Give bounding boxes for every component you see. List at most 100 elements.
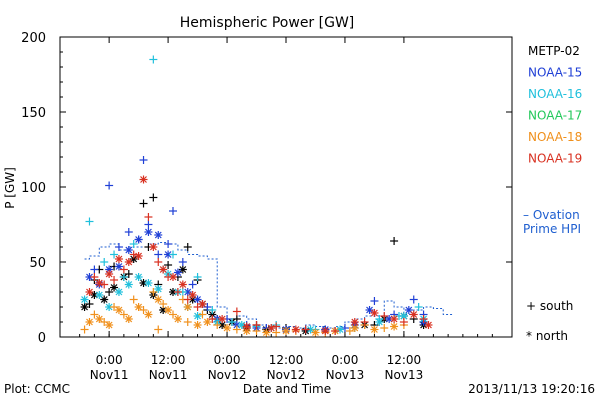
marker-stroke xyxy=(145,228,152,236)
point-noaa-15-south xyxy=(90,265,99,274)
point-noaa-16-north xyxy=(114,288,123,296)
point-noaa-19-south xyxy=(90,273,99,281)
marker-stroke xyxy=(351,318,359,326)
marker-stroke xyxy=(154,285,162,293)
point-noaa-18-north xyxy=(390,322,399,331)
marker-stroke xyxy=(149,243,157,251)
marker-stroke xyxy=(159,266,167,273)
marker-stroke xyxy=(218,315,226,323)
marker-stroke xyxy=(140,279,147,287)
marker-stroke xyxy=(169,288,177,296)
marker-stroke xyxy=(321,327,329,335)
x-tick-label-date: Nov13 xyxy=(385,368,424,382)
y-axis-label: P [GW] xyxy=(3,167,17,209)
point-noaa-18-south xyxy=(119,310,128,319)
point-noaa-19-south xyxy=(331,327,340,335)
point-noaa-18-north xyxy=(85,318,94,326)
point-noaa-19-north xyxy=(409,310,418,319)
point-noaa-19-south xyxy=(173,288,182,296)
plot-area xyxy=(59,36,513,338)
marker-stroke xyxy=(135,252,143,260)
marker-stroke xyxy=(194,321,201,329)
marker-stroke xyxy=(425,321,432,329)
point-noaa-19-north xyxy=(159,265,168,274)
point-noaa-19-south xyxy=(399,318,408,326)
marker-stroke xyxy=(145,311,152,318)
marker-stroke xyxy=(125,258,133,266)
marker-stroke xyxy=(86,288,93,296)
point-noaa-18-south xyxy=(169,310,177,319)
marker-stroke xyxy=(223,324,231,332)
marker-stroke xyxy=(164,306,172,314)
point-noaa-18-north xyxy=(262,328,271,337)
marker-stroke xyxy=(140,176,147,183)
point-noaa-19-north xyxy=(350,318,359,326)
point-noaa-19-north xyxy=(321,327,330,335)
marker-stroke xyxy=(115,288,123,296)
series-legend: METP-02 NOAA-15 NOAA-16 NOAA-17 NOAA-18 NOAA-… xyxy=(528,44,582,166)
y-tick-label: 150 xyxy=(21,106,46,121)
ovation-legend-line1: – Ovation xyxy=(523,208,580,222)
point-noaa-18-north xyxy=(105,321,114,329)
point-noaa-18-north xyxy=(124,315,133,323)
marker-stroke xyxy=(282,327,290,335)
point-metp-02-south xyxy=(183,243,192,251)
legend-item-noaa-18: NOAA-18 xyxy=(528,130,582,144)
point-noaa-19-south xyxy=(183,295,192,304)
marker-stroke xyxy=(292,326,300,333)
marker-stroke xyxy=(400,312,408,320)
legend-item-noaa-19: NOAA-19 xyxy=(528,152,582,166)
marker-stroke xyxy=(154,296,162,303)
point-noaa-18-south xyxy=(380,324,389,332)
legend-item-noaa-17: NOAA-17 xyxy=(528,109,582,123)
marker-stroke xyxy=(115,255,123,263)
point-noaa-16-north xyxy=(95,291,104,299)
legend-item-noaa-16: NOAA-16 xyxy=(528,87,582,101)
plot-credit: Plot: CCMC xyxy=(4,382,70,396)
x-tick-label-time: 12:00 xyxy=(387,353,422,367)
y-axis: 0 50 100 150 200 xyxy=(21,31,512,346)
marker-stroke xyxy=(125,246,133,254)
legend-item-metp-02: METP-02 xyxy=(528,44,580,58)
point-noaa-15-north xyxy=(232,321,241,329)
point-noaa-19-south xyxy=(232,307,241,316)
point-metp-02-north xyxy=(169,288,177,296)
point-noaa-15-south xyxy=(154,250,163,259)
point-noaa-19-south xyxy=(144,213,153,221)
x-tick-label-time: 0:00 xyxy=(214,353,241,367)
ovation-legend: – Ovation Prime HPI xyxy=(523,208,581,236)
point-noaa-16-south xyxy=(227,318,236,326)
point-noaa-16-south xyxy=(414,303,423,311)
point-noaa-18-north xyxy=(95,315,104,323)
marker-stroke xyxy=(135,303,143,311)
point-noaa-19-south xyxy=(154,258,163,266)
point-noaa-19-north xyxy=(198,300,207,308)
point-noaa-15-south xyxy=(164,240,173,248)
point-noaa-19-north xyxy=(85,288,94,296)
point-noaa-16-north xyxy=(193,312,202,320)
marker-stroke xyxy=(366,306,373,314)
marker-stroke xyxy=(312,329,319,336)
plot-frame xyxy=(59,36,513,338)
point-noaa-18-north xyxy=(370,325,379,334)
point-noaa-19-north xyxy=(424,321,433,329)
point-noaa-18-south xyxy=(213,321,222,329)
point-noaa-18-south xyxy=(198,310,207,319)
point-noaa-18-south xyxy=(129,295,138,304)
point-noaa-19-north xyxy=(242,322,251,331)
y-tick-label: 50 xyxy=(29,256,46,271)
point-noaa-16-south xyxy=(119,273,128,281)
marker-stroke xyxy=(81,303,88,311)
y-tick-label: 200 xyxy=(21,31,46,46)
point-noaa-18-north xyxy=(173,315,182,323)
point-noaa-15-south xyxy=(370,297,379,305)
marker-stroke xyxy=(174,315,182,323)
point-noaa-18-north xyxy=(154,295,163,304)
point-noaa-16-south xyxy=(169,250,177,259)
point-noaa-16-south xyxy=(85,217,94,226)
data-points-layer xyxy=(80,55,433,337)
point-noaa-18-north xyxy=(134,303,143,311)
point-noaa-18-south xyxy=(232,325,241,334)
point-noaa-19-north xyxy=(178,280,187,289)
